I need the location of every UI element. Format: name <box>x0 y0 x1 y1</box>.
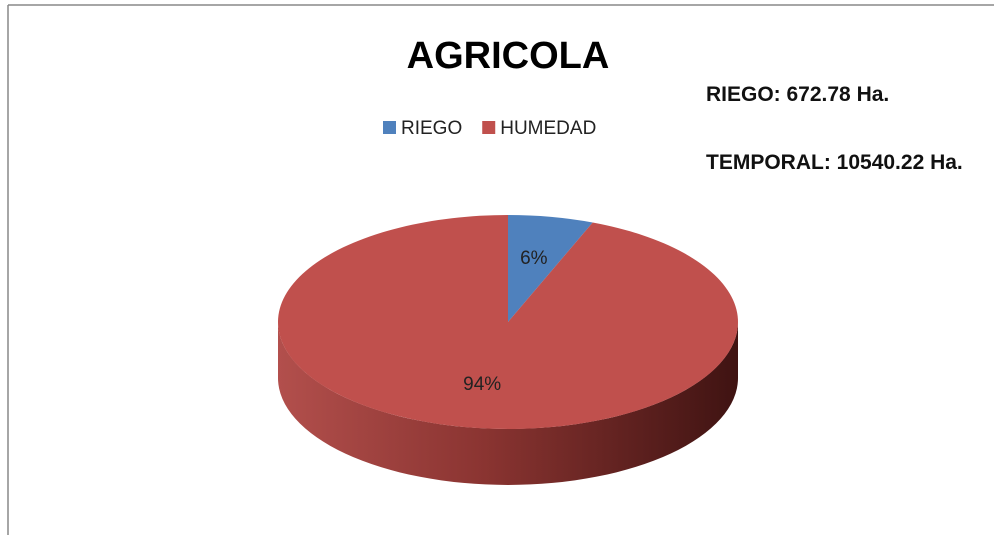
pie-side <box>278 322 738 485</box>
chart-title: AGRICOLA <box>407 35 610 77</box>
legend-label: RIEGO <box>401 118 462 139</box>
data-label: 94% <box>463 374 501 395</box>
legend-label: HUMEDAD <box>500 118 596 139</box>
data-label: 6% <box>520 248 548 269</box>
legend-swatch <box>383 121 396 134</box>
pie-slice <box>508 215 593 322</box>
pie-slice <box>277 215 738 429</box>
annotation: RIEGO: 672.78 Ha. <box>706 83 890 106</box>
annotation: TEMPORAL: 10540.22 Ha. <box>706 151 963 174</box>
legend-swatch <box>482 121 496 134</box>
